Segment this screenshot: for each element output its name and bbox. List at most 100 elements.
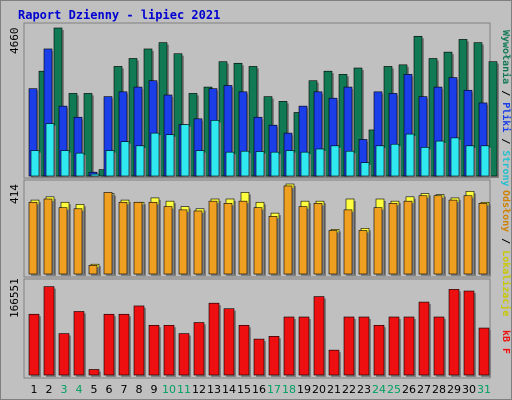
bar-kb-day-17: [268, 336, 280, 376]
day-label-4: 4: [76, 383, 83, 396]
bar-pages-day-5: [90, 173, 100, 177]
day-label-24: 24: [372, 383, 386, 396]
day-label-27: 27: [417, 383, 431, 396]
day-label-21: 21: [327, 383, 341, 396]
bar-hits-day-17: [268, 216, 278, 275]
svg-text:Wywołania / Pliki / Strony: Wywołania / Pliki / Strony: [500, 30, 512, 187]
legend-locations: Lokalizacje: [500, 250, 512, 316]
bar-pages-day-19: [300, 151, 310, 177]
bar-pages-day-21: [330, 145, 340, 177]
bar-hits-day-9: [148, 201, 158, 275]
bar-hits-day-23: [358, 230, 368, 275]
day-label-13: 13: [207, 383, 221, 396]
day-label-23: 23: [357, 383, 371, 396]
bar-hits-day-8: [133, 201, 143, 275]
day-label-16: 16: [252, 383, 266, 396]
day-label-26: 26: [402, 383, 416, 396]
bar-hits-day-22: [343, 209, 353, 275]
day-label-7: 7: [121, 383, 128, 396]
bar-pages-day-8: [135, 145, 145, 177]
bar-kb-day-27: [418, 301, 430, 376]
day-label-17: 17: [267, 383, 281, 396]
bar-pages-day-29: [450, 137, 460, 177]
bar-hits-day-21: [328, 230, 338, 275]
bar-hits-day-28: [433, 195, 443, 275]
day-label-6: 6: [106, 383, 113, 396]
day-label-22: 22: [342, 383, 356, 396]
ymax-bottom: 166551: [8, 278, 21, 318]
bar-pages-day-25: [390, 143, 400, 177]
legend-files: Pliki: [500, 102, 512, 132]
bar-kb-day-7: [118, 313, 130, 376]
legend-mid: Odsłony / Lokalizacje: [500, 190, 512, 316]
bar-kb-day-30: [463, 290, 475, 376]
bar-pages-day-3: [60, 150, 70, 177]
bar-hits-day-11: [178, 209, 188, 275]
day-label-29: 29: [447, 383, 461, 396]
bar-hits-day-3: [58, 207, 68, 275]
bar-hits-day-1: [28, 201, 38, 275]
bar-pages-day-30: [465, 145, 475, 177]
bar-pages-day-15: [240, 150, 250, 177]
bar-kb-day-21: [328, 349, 340, 376]
bar-pages-day-31: [480, 145, 490, 177]
bar-kb-day-2: [43, 286, 55, 376]
bar-hits-day-27: [418, 195, 428, 275]
bar-pages-day-6: [105, 150, 115, 177]
bar-pages-day-24: [375, 145, 385, 177]
bar-pages-day-14: [225, 151, 235, 177]
day-label-15: 15: [237, 383, 251, 396]
day-label-12: 12: [192, 383, 206, 396]
day-labels: 1 2 3 4 5 6 7 8 9 10 11 12 13 14 15 16 17 18 19 20 21 22 23 24 2…: [31, 383, 492, 396]
bar-hits-day-7: [118, 201, 128, 275]
bar-pages-day-27: [420, 147, 430, 177]
bar-kb-day-25: [388, 316, 400, 376]
bar-hits-day-26: [403, 200, 413, 275]
bar-hits-day-29: [448, 199, 458, 275]
bar-pages-day-20: [315, 148, 325, 177]
bar-pages-day-16: [255, 151, 265, 177]
day-label-11: 11: [177, 383, 191, 396]
bar-pages-day-23: [360, 162, 370, 177]
bar-pages-day-17: [270, 151, 280, 177]
bar-hits-day-4: [73, 208, 83, 275]
day-label-30: 30: [462, 383, 476, 396]
bar-kb-day-13: [208, 302, 220, 376]
bar-kb-day-29: [448, 289, 460, 376]
bar-pages-day-4: [75, 152, 85, 177]
legend-hits: Odsłony: [500, 190, 511, 232]
day-label-31: 31: [477, 383, 491, 396]
bar-kb-day-26: [403, 316, 415, 376]
bar-kb-day-5: [88, 369, 100, 376]
bar-pages-day-18: [285, 150, 295, 177]
bar-hits-day-10: [163, 206, 173, 275]
bar-hits-day-16: [253, 207, 263, 275]
bar-pages-day-5-shadow: [93, 176, 101, 178]
bar-kb-day-9: [148, 324, 160, 376]
bar-hits-day-15: [238, 200, 248, 275]
bar-kb-day-3: [58, 333, 70, 376]
bar-kb-day-19: [298, 316, 310, 376]
bar-kb-day-31: [478, 327, 490, 376]
bar-kb-day-8: [133, 305, 145, 376]
bar-kb-day-1: [28, 313, 40, 376]
bar-pages-day-2: [45, 123, 55, 177]
day-label-20: 20: [312, 383, 326, 396]
bar-kb-day-28: [433, 316, 445, 376]
day-label-19: 19: [297, 383, 311, 396]
bar-hits-day-2: [43, 198, 53, 275]
bar-kb-day-20: [313, 296, 325, 376]
day-label-14: 14: [222, 383, 236, 396]
day-label-9: 9: [151, 383, 158, 396]
bar-hits-day-6: [103, 192, 113, 275]
day-label-10: 10: [162, 383, 176, 396]
bar-pages-day-22: [345, 150, 355, 177]
bar-pages-day-26: [405, 133, 415, 177]
bar-pages-day-1: [30, 150, 40, 177]
ymax-top: 4660: [8, 28, 21, 55]
bar-kb-day-10: [163, 324, 175, 376]
day-label-5: 5: [91, 383, 98, 396]
bar-pages-day-10: [165, 134, 175, 177]
bar-pages-day-12: [195, 150, 205, 177]
